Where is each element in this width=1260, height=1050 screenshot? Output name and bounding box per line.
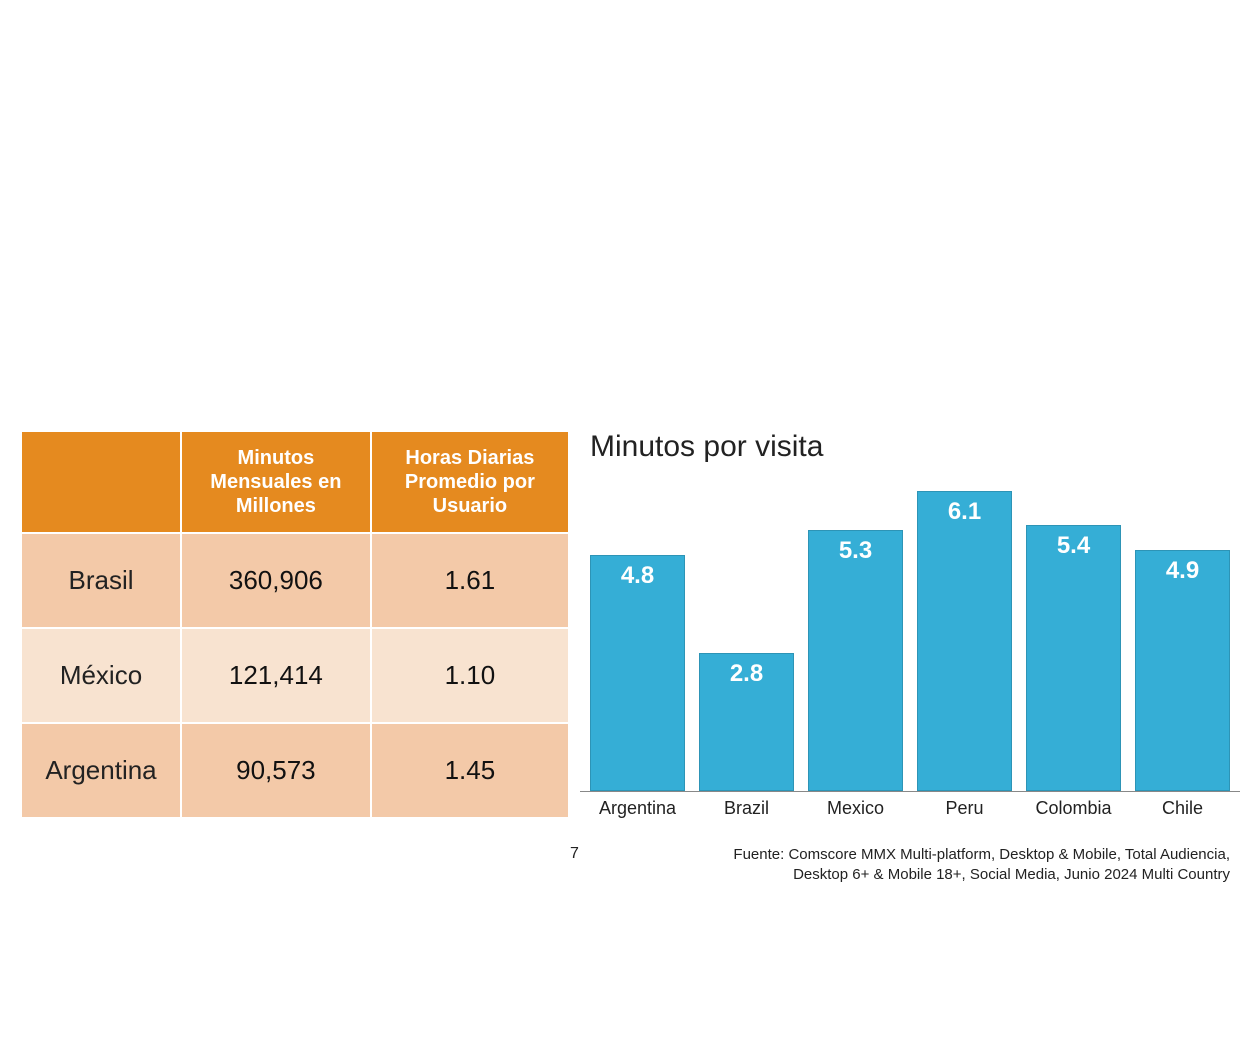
bar: 2.8 (699, 653, 794, 791)
table-header-1: Minutos Mensuales en Millones (181, 431, 371, 533)
table-body: Brasil360,9061.61México121,4141.10Argent… (21, 533, 569, 818)
bar-chart-container: Minutos por visita 4.8 2.8 5.3 6.1 5.4 4.9 Ar… (580, 430, 1240, 819)
x-axis-label: Chile (1135, 798, 1230, 819)
table-cell: Argentina (21, 723, 181, 818)
table-cell: 1.61 (371, 533, 569, 628)
chart-title: Minutos por visita (590, 430, 1240, 464)
bar-value-label: 5.4 (1027, 532, 1120, 560)
bar-chart: 4.8 2.8 5.3 6.1 5.4 4.9 (580, 472, 1240, 792)
table-header-0 (21, 431, 181, 533)
bar-value-label: 6.1 (918, 498, 1011, 526)
bar-value-label: 5.3 (809, 537, 902, 565)
x-axis-label: Peru (917, 798, 1012, 819)
bar-column: 6.1 (917, 491, 1012, 791)
bar-value-label: 2.8 (700, 660, 793, 688)
table-cell: 90,573 (181, 723, 371, 818)
source-text: Fuente: Comscore MMX Multi-platform, Des… (639, 845, 1230, 884)
table-row: México121,4141.10 (21, 628, 569, 723)
source-line-1: Fuente: Comscore MMX Multi-platform, Des… (733, 846, 1230, 863)
table-row: Brasil360,9061.61 (21, 533, 569, 628)
footer: 7 Fuente: Comscore MMX Multi-platform, D… (570, 845, 1230, 884)
x-axis-label: Brazil (699, 798, 794, 819)
bar-column: 4.9 (1135, 550, 1230, 791)
table-cell: México (21, 628, 181, 723)
table-cell: 360,906 (181, 533, 371, 628)
bar: 5.3 (808, 530, 903, 791)
bar-column: 2.8 (699, 653, 794, 791)
table-cell: 1.10 (371, 628, 569, 723)
x-axis-label: Mexico (808, 798, 903, 819)
data-table: Minutos Mensuales en Millones Horas Diar… (20, 430, 570, 819)
page-number: 7 (570, 845, 579, 863)
table-cell: 1.45 (371, 723, 569, 818)
table-row: Argentina90,5731.45 (21, 723, 569, 818)
table-cell: 121,414 (181, 628, 371, 723)
bar-column: 4.8 (590, 555, 685, 791)
bar: 4.8 (590, 555, 685, 791)
table-header-2: Horas Diarias Promedio por Usuario (371, 431, 569, 533)
table-cell: Brasil (21, 533, 181, 628)
x-axis-labels: Argentina Brazil Mexico Peru Colombia Chile (580, 792, 1240, 819)
x-axis-label: Argentina (590, 798, 685, 819)
bar-column: 5.3 (808, 530, 903, 791)
table-header-row: Minutos Mensuales en Millones Horas Diar… (21, 431, 569, 533)
bar: 4.9 (1135, 550, 1230, 791)
bar-value-label: 4.8 (591, 562, 684, 590)
source-line-2: Desktop 6+ & Mobile 18+, Social Media, J… (793, 866, 1230, 883)
x-axis-label: Colombia (1026, 798, 1121, 819)
bar-value-label: 4.9 (1136, 557, 1229, 585)
bar: 6.1 (917, 491, 1012, 791)
bar-column: 5.4 (1026, 525, 1121, 791)
bar: 5.4 (1026, 525, 1121, 791)
